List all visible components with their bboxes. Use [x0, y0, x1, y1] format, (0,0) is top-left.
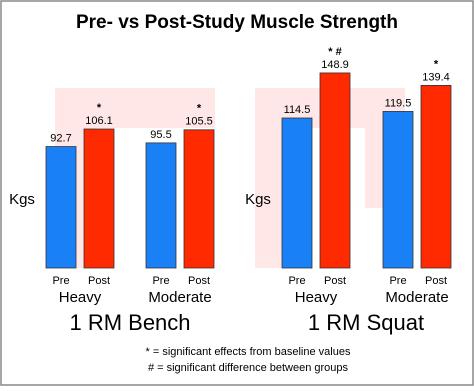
- value-label: 139.4: [422, 71, 450, 83]
- bar: [281, 117, 313, 269]
- value-label: 106.1: [85, 115, 113, 127]
- significance-marker: *: [434, 58, 439, 70]
- panel-title: 1 RM Bench: [69, 310, 190, 335]
- y-axis-label: Kgs: [9, 191, 35, 208]
- bar: [382, 111, 414, 269]
- x-tick-label: Pre: [288, 275, 305, 287]
- x-tick-label: Post: [425, 275, 447, 287]
- group-label: Moderate: [148, 289, 211, 306]
- bar: [319, 72, 351, 269]
- bar: [420, 84, 452, 269]
- value-label: 119.5: [385, 97, 412, 109]
- x-tick-label: Post: [324, 275, 346, 287]
- x-tick-label: Pre: [389, 275, 406, 287]
- significance-marker: *: [197, 103, 202, 115]
- value-label: 92.7: [50, 132, 71, 144]
- panel-title: 1 RM Squat: [308, 310, 424, 335]
- significance-marker: * #: [328, 46, 341, 58]
- value-label: 105.5: [185, 116, 213, 128]
- bar: [145, 142, 177, 269]
- value-label: 148.9: [321, 59, 349, 71]
- group-label: Moderate: [385, 289, 448, 306]
- y-axis-label: Kgs: [245, 191, 271, 208]
- significance-marker: *: [97, 102, 102, 114]
- x-tick-label: Pre: [52, 275, 69, 287]
- group-label: Heavy: [59, 289, 102, 306]
- bar: [83, 128, 115, 269]
- bar: [183, 129, 215, 269]
- x-tick-label: Post: [88, 275, 110, 287]
- x-tick-label: Post: [188, 275, 210, 287]
- x-tick-label: Pre: [152, 275, 169, 287]
- value-label: 114.5: [284, 104, 311, 116]
- chart-title: Pre- vs Post-Study Muscle Strength: [76, 12, 398, 33]
- bar: [45, 146, 77, 269]
- note: * = significant effects from baseline va…: [146, 346, 351, 358]
- note: # = significant difference between group…: [148, 362, 349, 374]
- value-label: 95.5: [150, 129, 171, 141]
- group-label: Heavy: [295, 289, 338, 306]
